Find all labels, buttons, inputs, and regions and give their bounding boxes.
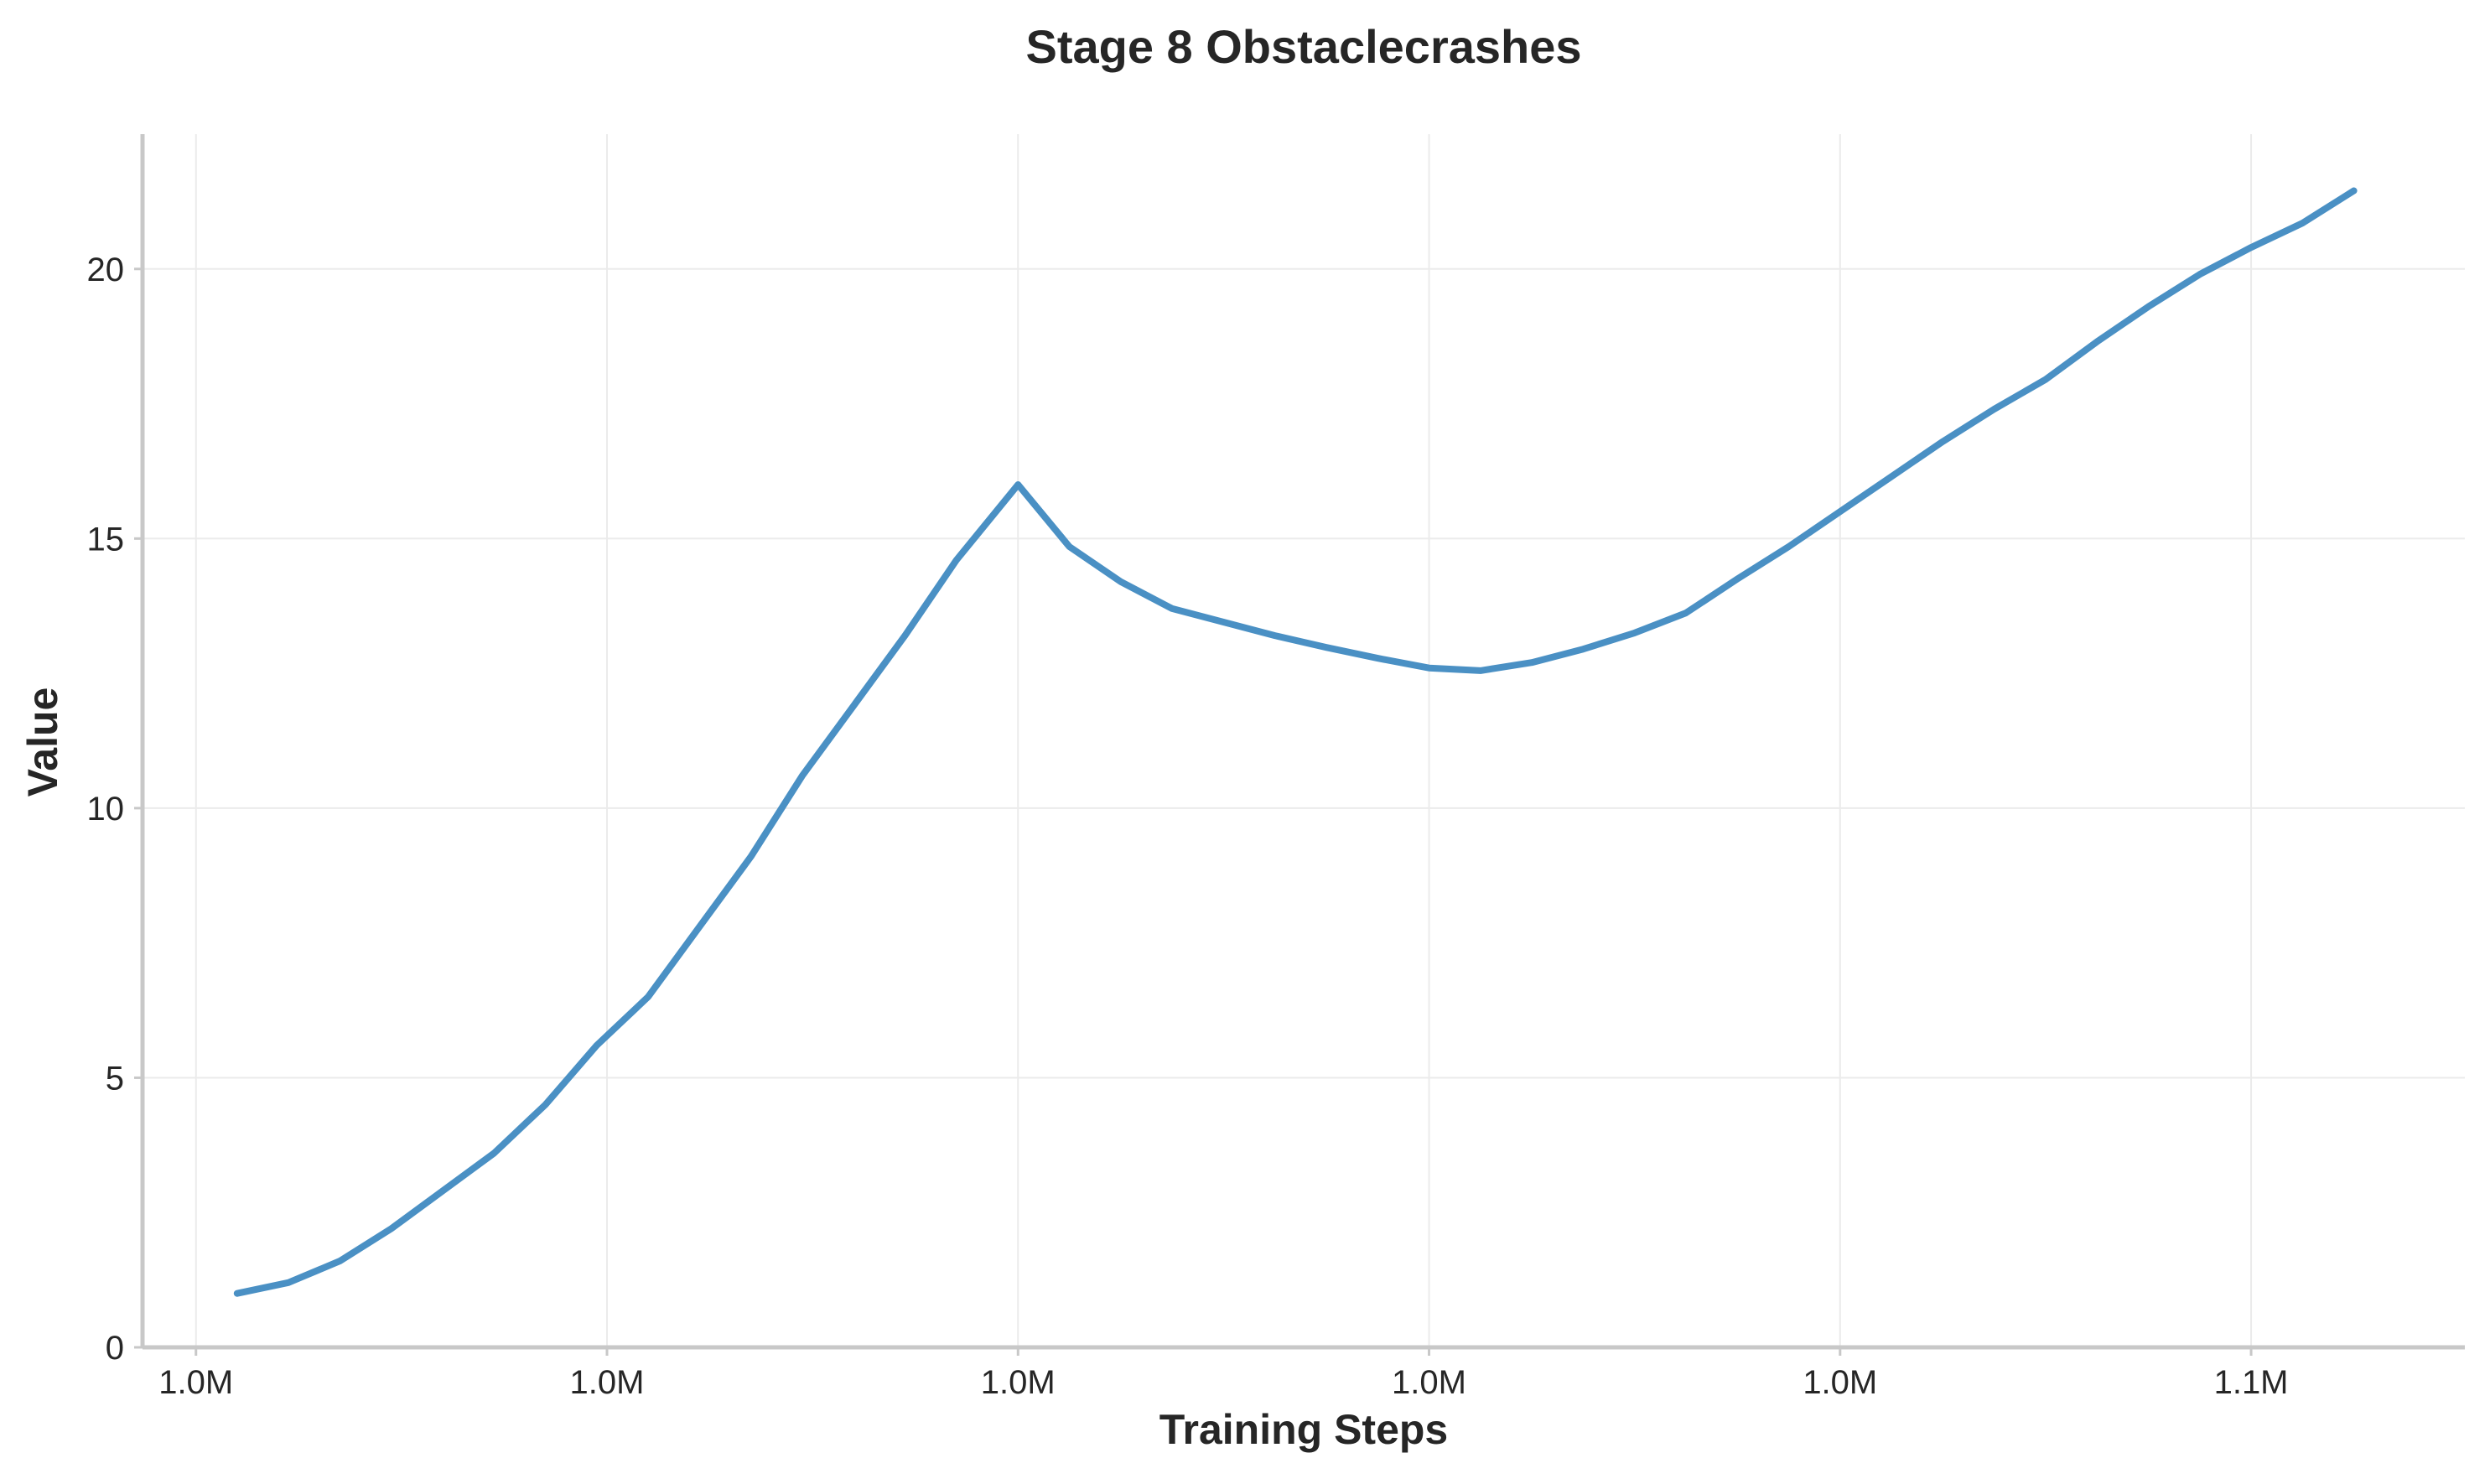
y-gridlines xyxy=(143,267,2465,1079)
y-tick-label: 0 xyxy=(106,1330,124,1367)
x-tick-label: 1.0M xyxy=(1803,1364,1877,1401)
x-tick-labels: 1.0M 1.0M 1.0M 1.0M 1.0M 1.1M xyxy=(158,1347,2289,1401)
series-line xyxy=(233,187,2358,1297)
series-layer xyxy=(233,187,2358,1297)
x-tick-label: 1.1M xyxy=(2214,1364,2289,1401)
x-gridlines xyxy=(195,134,2253,1347)
x-tick-label: 1.0M xyxy=(1392,1364,1466,1401)
x-tick-label: 1.0M xyxy=(570,1364,645,1401)
y-tick-labels: 0 5 10 15 20 xyxy=(87,252,143,1367)
x-tick-label: 1.0M xyxy=(981,1364,1056,1401)
y-tick-label: 10 xyxy=(87,791,125,828)
y-tick-label: 5 xyxy=(106,1060,124,1097)
y-tick-label: 15 xyxy=(87,521,125,558)
chart-title: Stage 8 Obstaclecrashes xyxy=(1025,20,1581,73)
y-axis-label: Value xyxy=(19,688,66,797)
y-tick-label: 20 xyxy=(87,252,125,288)
x-axis-label: Training Steps xyxy=(1159,1406,1449,1453)
x-tick-label: 1.0M xyxy=(158,1364,233,1401)
